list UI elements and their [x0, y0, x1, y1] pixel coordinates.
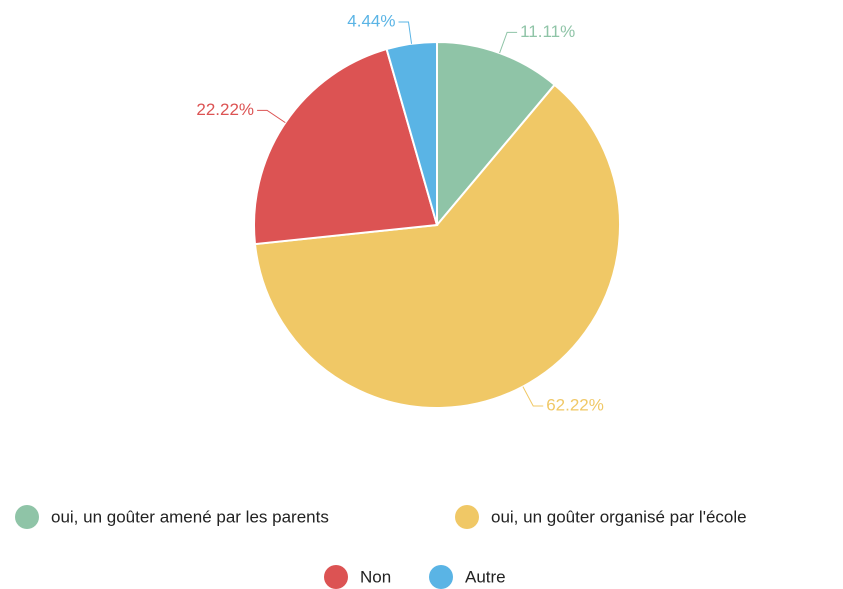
legend-label: oui, un goûter amené par les parents: [51, 507, 329, 526]
leader-line: [257, 109, 286, 124]
pie-slice: [436, 40, 557, 228]
legend-marker: [15, 505, 39, 529]
legend-label: Autre: [465, 567, 506, 586]
legend-marker: [429, 565, 453, 589]
data-label: 4.44%: [347, 11, 395, 30]
leader-line: [398, 21, 413, 44]
data-label: 22.22%: [196, 100, 254, 119]
leader-line: [499, 31, 518, 54]
legend-marker: [455, 505, 479, 529]
leader-line: [522, 386, 544, 407]
legend-label: oui, un goûter organisé par l'école: [491, 507, 747, 526]
pie-slice: [253, 47, 439, 246]
pie-slice: [385, 40, 438, 226]
legend-marker: [324, 565, 348, 589]
data-label: 11.11%: [520, 22, 575, 41]
legend-label: Non: [360, 567, 391, 586]
data-label: 62.22%: [546, 396, 604, 415]
